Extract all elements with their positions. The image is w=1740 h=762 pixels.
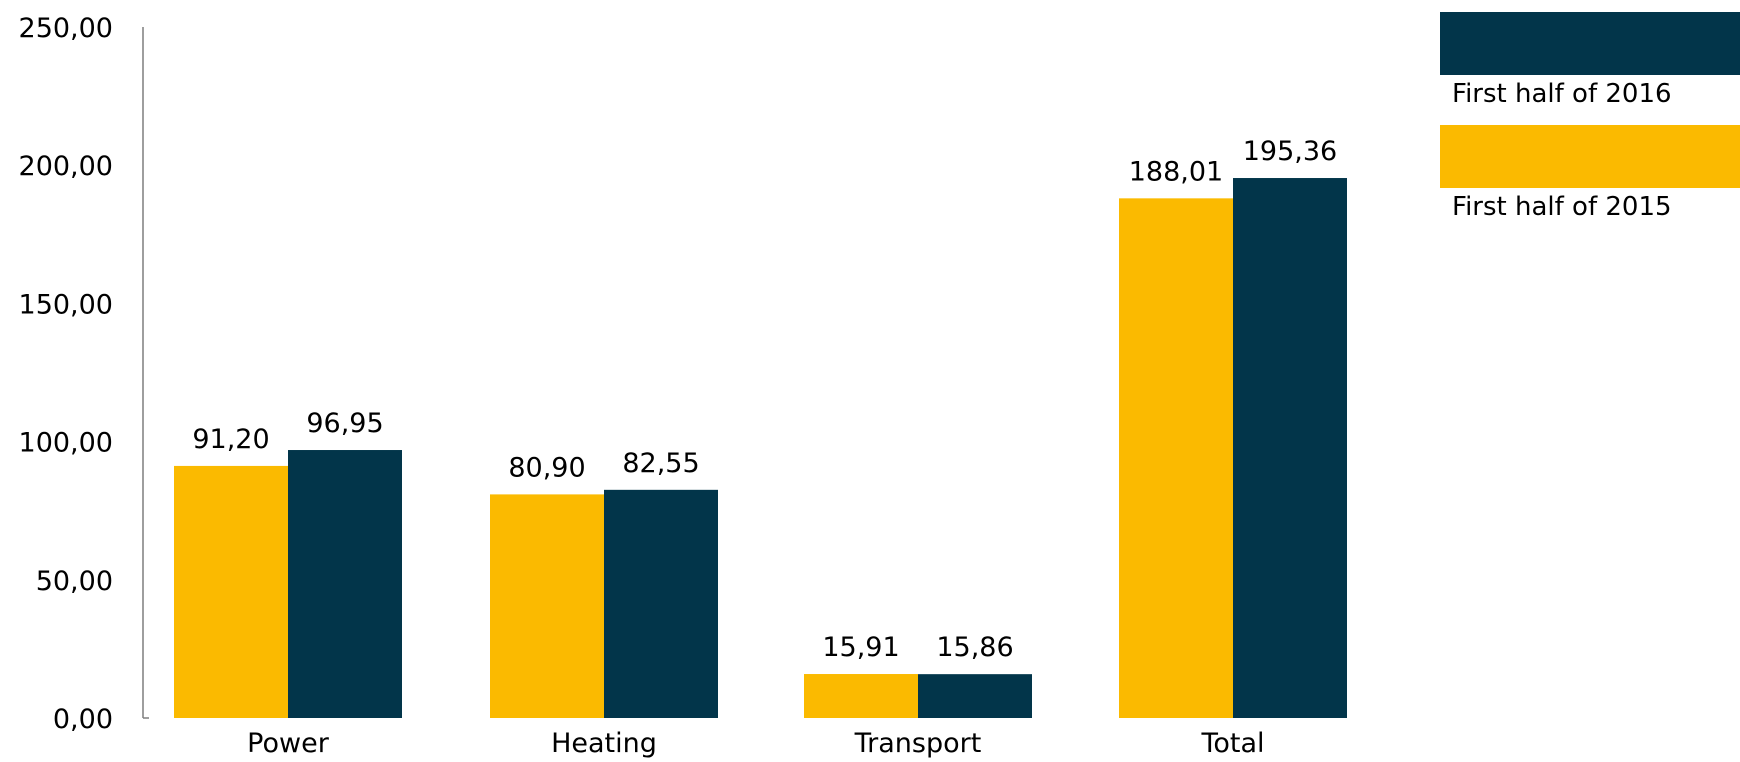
legend-swatch-2015	[1440, 125, 1740, 188]
legend-item-2016: First half of 2016	[1440, 12, 1740, 111]
bar-total-2016	[1233, 178, 1347, 718]
data-label-power-2016: 96,95	[306, 408, 383, 439]
data-label-total-2015: 188,01	[1129, 156, 1223, 187]
x-category-label-heating: Heating	[551, 728, 657, 759]
legend-swatch-2016	[1440, 12, 1740, 75]
x-category-label-transport: Transport	[854, 728, 982, 759]
legend-label-2016: First half of 2016	[1452, 79, 1672, 109]
bar-power-2015	[174, 465, 288, 718]
bar-transport-2016	[918, 674, 1032, 718]
legend-item-2015: First half of 2015	[1440, 125, 1740, 224]
y-tick-label: 0,00	[53, 704, 113, 735]
y-tick-label: 100,00	[19, 428, 113, 459]
bar-power-2016	[288, 450, 402, 718]
data-label-power-2015: 91,20	[192, 424, 269, 455]
data-label-heating-2016: 82,55	[622, 448, 699, 479]
data-label-heating-2015: 80,90	[508, 452, 585, 483]
data-label-transport-2016: 15,86	[936, 632, 1013, 663]
bar-heating-2015	[490, 494, 604, 718]
data-label-transport-2015: 15,91	[822, 632, 899, 663]
bar-transport-2015	[804, 674, 918, 718]
data-label-total-2016: 195,36	[1243, 136, 1337, 167]
bar-heating-2016	[604, 489, 718, 718]
y-tick-label: 150,00	[19, 289, 113, 320]
bar-chart: 0,00 50,00 100,00 150,00 200,00 250,00 91,20 96…	[19, 13, 1347, 759]
y-tick-label: 250,00	[19, 13, 113, 44]
x-category-label-total: Total	[1200, 728, 1264, 759]
y-tick-label: 200,00	[19, 151, 113, 182]
x-category-label-power: Power	[247, 728, 330, 759]
legend-label-2015: First half of 2015	[1452, 192, 1672, 222]
y-tick-label: 50,00	[36, 566, 113, 597]
legend: First half of 2016 First half of 2015	[1440, 12, 1740, 238]
bar-total-2015	[1119, 198, 1233, 719]
